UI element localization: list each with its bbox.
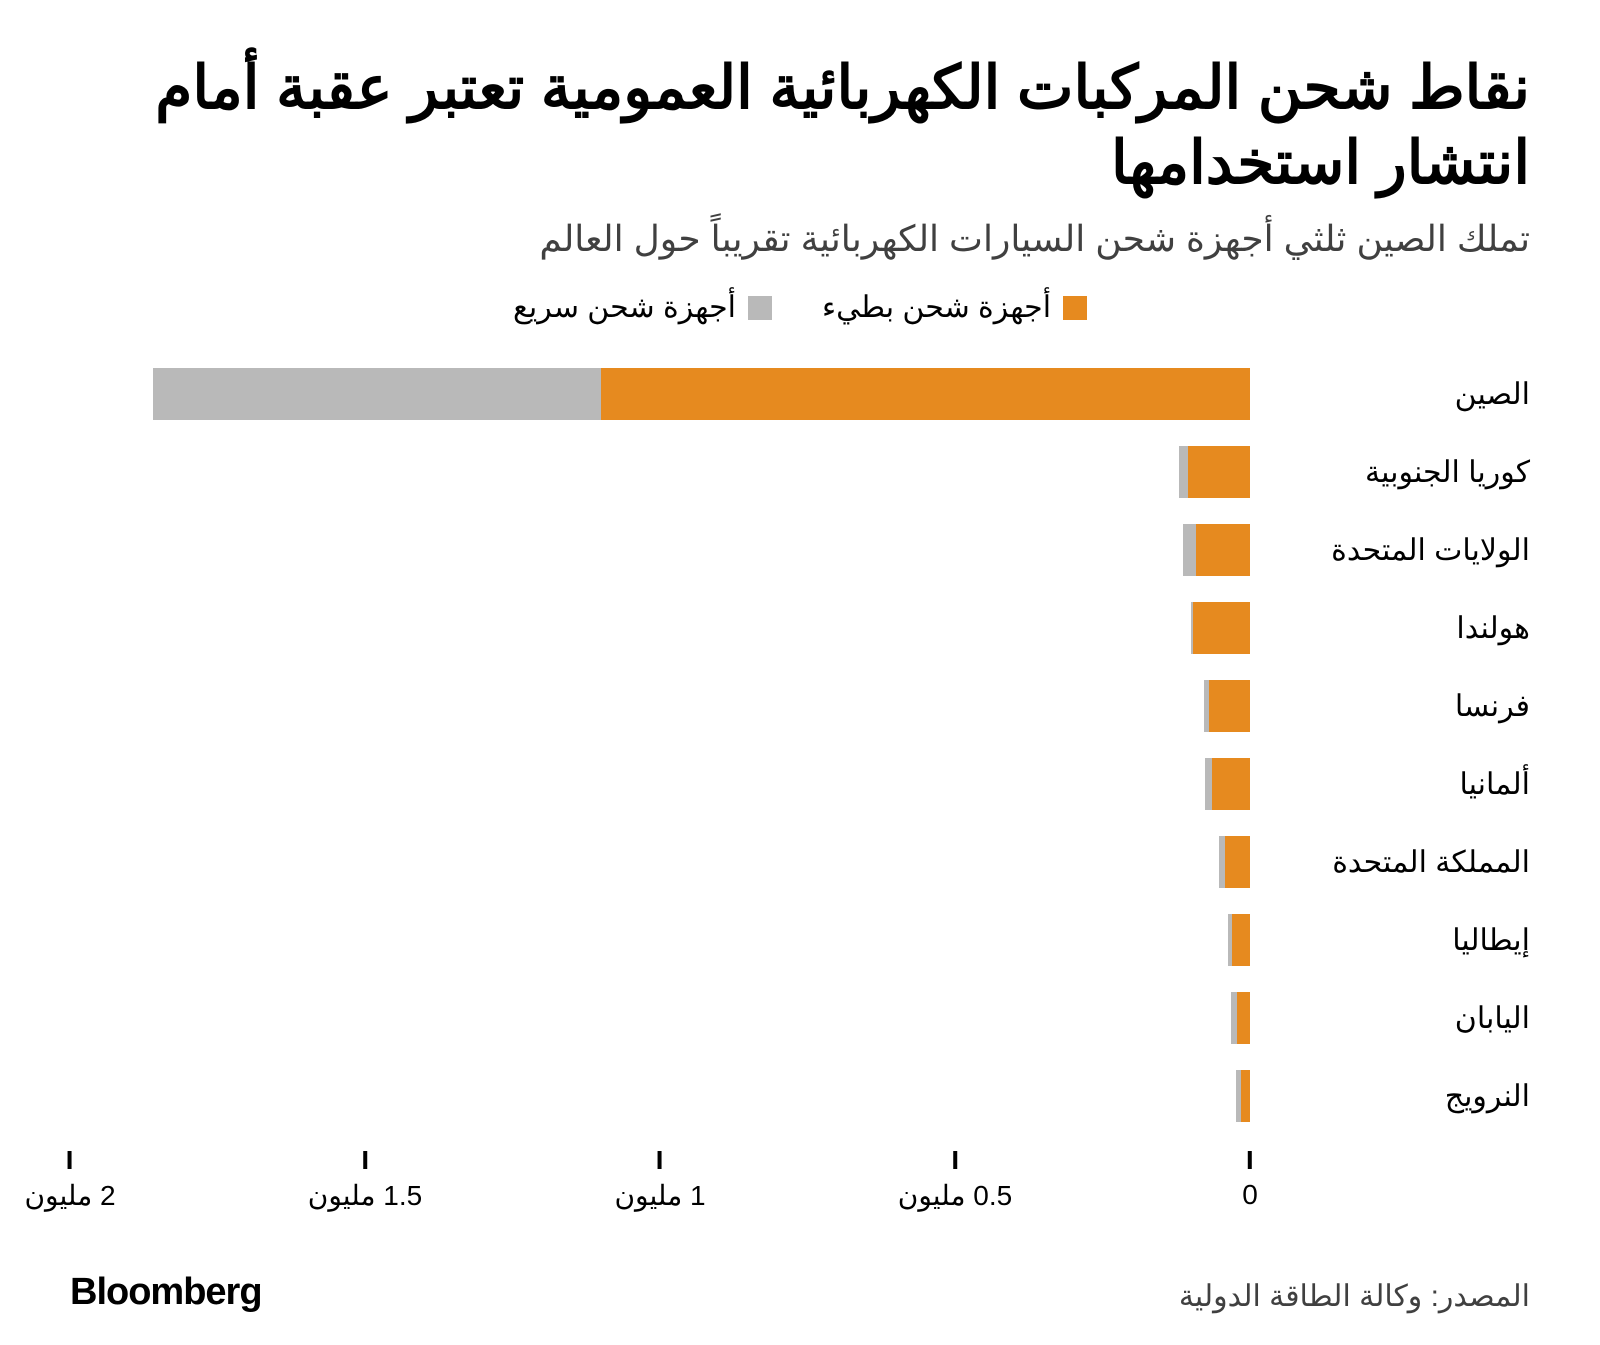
chart-row: فرنسا	[70, 667, 1530, 745]
tick-mark	[363, 1151, 367, 1169]
bar-stack	[1231, 992, 1250, 1044]
axis-tick: 2 مليون	[24, 1151, 115, 1212]
country-label: إيطاليا	[1250, 923, 1530, 958]
tick-label: 1 مليون	[614, 1179, 705, 1212]
chart-row: ألمانيا	[70, 745, 1530, 823]
bar-track	[70, 602, 1250, 654]
tick-mark	[1248, 1151, 1252, 1169]
legend-item-slow: أجهزة شحن بطيء	[822, 290, 1087, 325]
bar-stack	[1219, 836, 1250, 888]
bar-segment-slow	[1232, 914, 1250, 966]
chart-row: النرويج	[70, 1057, 1530, 1135]
chart-row: الصين	[70, 355, 1530, 433]
brand-logo: Bloomberg	[70, 1271, 262, 1314]
legend-swatch-slow	[1063, 296, 1087, 320]
tick-mark	[658, 1151, 662, 1169]
bar-track	[70, 524, 1250, 576]
bar-stack	[1228, 914, 1250, 966]
chart-row: إيطاليا	[70, 901, 1530, 979]
bar-segment-slow	[1237, 992, 1250, 1044]
bar-track	[70, 758, 1250, 810]
tick-label: 2 مليون	[24, 1179, 115, 1212]
bar-track	[70, 368, 1250, 420]
country-label: الولايات المتحدة	[1250, 533, 1530, 568]
bar-track	[70, 992, 1250, 1044]
bar-track	[70, 1070, 1250, 1122]
chart-title: نقاط شحن المركبات الكهربائية العمومية تع…	[70, 50, 1530, 200]
source-text: المصدر: وكالة الطاقة الدولية	[1179, 1279, 1530, 1314]
chart-row: اليابان	[70, 979, 1530, 1057]
legend-label-fast: أجهزة شحن سريع	[513, 290, 736, 325]
bar-segment-slow	[1188, 446, 1250, 498]
bar-segment-slow	[1209, 680, 1250, 732]
chart-subtitle: تملك الصين ثلثي أجهزة شحن السيارات الكهر…	[70, 218, 1530, 260]
chart-row: الولايات المتحدة	[70, 511, 1530, 589]
bar-segment-fast	[153, 368, 601, 420]
legend-item-fast: أجهزة شحن سريع	[513, 290, 772, 325]
country-label: كوريا الجنوبية	[1250, 455, 1530, 490]
country-label: هولندا	[1250, 611, 1530, 646]
tick-mark	[68, 1151, 72, 1169]
bar-segment-slow	[1241, 1070, 1250, 1122]
country-label: الصين	[1250, 377, 1530, 412]
bar-stack	[1205, 758, 1250, 810]
bar-segment-fast	[1205, 758, 1212, 810]
legend-label-slow: أجهزة شحن بطيء	[822, 290, 1051, 325]
tick-label: 0.5 مليون	[898, 1179, 1012, 1212]
country-label: اليابان	[1250, 1001, 1530, 1036]
bar-stack	[1179, 446, 1250, 498]
chart-row: المملكة المتحدة	[70, 823, 1530, 901]
legend-swatch-fast	[748, 296, 772, 320]
bar-segment-fast	[1179, 446, 1188, 498]
bar-segment-fast	[1183, 524, 1196, 576]
bar-track	[70, 914, 1250, 966]
bar-stack	[1183, 524, 1250, 576]
bar-track	[70, 446, 1250, 498]
axis-tick: 1.5 مليون	[308, 1151, 422, 1212]
bar-stack	[153, 368, 1250, 420]
bar-track	[70, 836, 1250, 888]
x-axis: 00.5 مليون1 مليون1.5 مليون2 مليون	[70, 1151, 1530, 1221]
bar-segment-slow	[1212, 758, 1250, 810]
axis-tick: 1 مليون	[614, 1151, 705, 1212]
axis-track: 00.5 مليون1 مليون1.5 مليون2 مليون	[70, 1151, 1250, 1221]
bar-stack	[1191, 602, 1250, 654]
bar-stack	[1204, 680, 1250, 732]
country-label: المملكة المتحدة	[1250, 845, 1530, 880]
bar-track	[70, 680, 1250, 732]
bar-segment-slow	[1225, 836, 1250, 888]
tick-label: 1.5 مليون	[308, 1179, 422, 1212]
country-label: فرنسا	[1250, 689, 1530, 724]
tick-label: 0	[1242, 1179, 1258, 1211]
legend: أجهزة شحن بطيء أجهزة شحن سريع	[70, 290, 1530, 325]
chart-area: الصين كوريا الجنوبية الولايات المتحدة هولند…	[70, 355, 1530, 1135]
tick-mark	[953, 1151, 957, 1169]
bar-segment-slow	[1196, 524, 1250, 576]
bar-stack	[1236, 1070, 1250, 1122]
bar-segment-slow	[601, 368, 1250, 420]
chart-row: كوريا الجنوبية	[70, 433, 1530, 511]
bar-segment-slow	[1193, 602, 1250, 654]
axis-spacer	[1250, 1151, 1530, 1221]
country-label: النرويج	[1250, 1079, 1530, 1114]
chart-row: هولندا	[70, 589, 1530, 667]
footer: المصدر: وكالة الطاقة الدولية Bloomberg	[70, 1271, 1530, 1314]
axis-tick: 0	[1242, 1151, 1258, 1211]
axis-tick: 0.5 مليون	[898, 1151, 1012, 1212]
country-label: ألمانيا	[1250, 767, 1530, 802]
